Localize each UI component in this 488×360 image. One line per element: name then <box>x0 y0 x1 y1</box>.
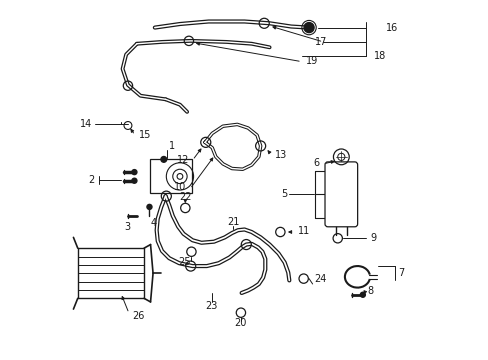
Text: 4: 4 <box>150 218 156 228</box>
Circle shape <box>304 23 313 33</box>
Bar <box>150 159 191 193</box>
Circle shape <box>147 204 152 210</box>
Circle shape <box>161 157 166 162</box>
Text: 2: 2 <box>88 175 94 185</box>
Text: 8: 8 <box>367 286 373 296</box>
Text: 24: 24 <box>314 274 326 284</box>
Text: 16: 16 <box>386 23 398 33</box>
Text: 10: 10 <box>174 182 186 192</box>
Text: 12: 12 <box>176 155 188 165</box>
Text: 18: 18 <box>373 51 385 61</box>
Text: 3: 3 <box>123 222 130 231</box>
Text: 13: 13 <box>274 150 286 160</box>
Circle shape <box>360 292 365 297</box>
Text: 17: 17 <box>314 37 326 47</box>
Text: 21: 21 <box>226 217 239 227</box>
Circle shape <box>132 170 137 175</box>
Text: 25: 25 <box>178 257 190 267</box>
Text: 15: 15 <box>139 130 151 140</box>
Text: 19: 19 <box>305 56 318 66</box>
Text: 23: 23 <box>205 301 217 311</box>
Text: 20: 20 <box>234 319 246 328</box>
Text: 9: 9 <box>369 233 375 243</box>
Text: 7: 7 <box>397 268 404 278</box>
Circle shape <box>132 178 137 183</box>
Text: 5: 5 <box>281 189 287 199</box>
Text: 6: 6 <box>313 158 319 168</box>
Text: 26: 26 <box>132 311 144 320</box>
Text: 22: 22 <box>179 192 191 202</box>
Text: 14: 14 <box>80 120 92 129</box>
Text: 1: 1 <box>169 141 175 151</box>
Text: 11: 11 <box>297 226 309 236</box>
FancyBboxPatch shape <box>325 162 357 227</box>
